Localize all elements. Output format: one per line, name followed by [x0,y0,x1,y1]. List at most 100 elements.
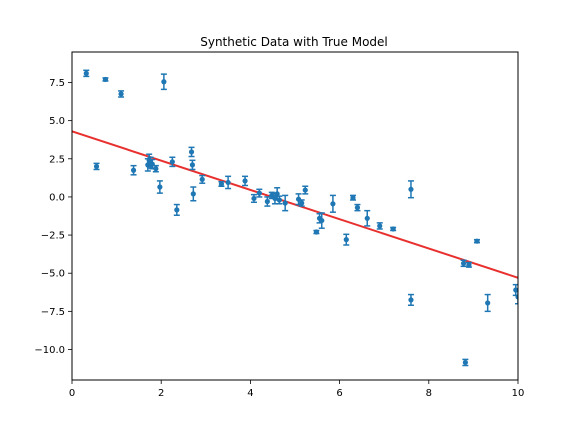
y-tick-label: −2.5 [41,231,65,242]
data-marker [174,207,180,213]
data-point [152,164,159,173]
data-marker [225,179,231,186]
data-marker [256,190,262,196]
data-marker [83,70,89,76]
data-marker [169,159,175,165]
x-tick-label: 4 [247,388,253,399]
data-marker [157,184,163,190]
data-point [354,203,361,212]
data-marker [460,260,467,266]
data-point [343,233,350,246]
data-marker [330,201,336,207]
data-point [407,293,414,306]
plot-content [72,69,518,367]
data-marker [354,205,361,211]
data-point [376,222,383,230]
data-point [282,194,289,212]
data-point [93,162,100,171]
data-point [242,175,249,187]
axes: 0 2 4 6 8 10 −10.0 −7.5 −5.0 −2.5 0.0 2.5 5.0 7.5 [34,51,525,399]
data-point [313,229,320,235]
data-marker [313,229,320,235]
data-marker [161,79,167,85]
data-marker [319,217,325,224]
data-marker [251,195,257,202]
data-point [264,196,271,207]
data-marker [377,223,383,229]
data-marker [390,226,396,232]
y-tick-label: 7.5 [49,78,65,89]
data-point [318,212,325,229]
data-point [465,261,472,268]
data-point [218,180,225,188]
x-tick-label: 0 [69,388,75,399]
data-marker [188,149,195,155]
data-marker [515,294,518,300]
data-marker [408,186,414,192]
data-point [256,188,263,198]
x-tick-label: 2 [158,388,164,399]
data-point [169,156,176,168]
data-marker [408,297,414,303]
data-marker [462,359,468,366]
data-marker [299,200,305,206]
data-point [349,194,356,201]
data-point [364,209,371,227]
data-point [390,226,397,232]
data-point [102,76,109,83]
data-point [484,293,491,313]
y-tick-label: −5.0 [41,269,65,280]
data-point [189,159,196,171]
data-point [190,186,197,202]
data-marker [218,181,225,187]
y-tick-label: 2.5 [49,154,65,165]
data-point [302,185,309,195]
y-tick-label: −10.0 [34,345,65,356]
x-tick-label: 6 [336,388,342,399]
data-point [329,194,336,213]
data-marker [130,167,137,173]
plot-area [72,69,518,367]
data-marker [274,191,280,197]
data-point [156,180,163,194]
data-marker [242,178,248,184]
data-point [515,289,518,305]
data-point [173,203,180,216]
data-marker [343,237,349,243]
data-point [473,238,480,244]
data-point [118,90,125,98]
data-marker [364,215,370,221]
data-point [407,180,414,199]
x-tick-label: 10 [512,388,525,399]
y-tick-label: 0.0 [49,192,65,203]
y-tick-label: 5.0 [49,116,65,127]
chart-title: Synthetic Data with True Model [200,35,388,49]
data-marker [302,187,308,193]
x-tick-label: 8 [426,388,432,399]
data-marker [93,163,100,170]
data-marker [199,176,205,182]
data-point [130,164,137,176]
data-marker [153,166,159,172]
data-point [460,259,467,268]
data-marker [189,162,196,168]
data-marker [474,238,480,244]
data-marker [466,262,472,268]
data-point [462,358,469,367]
data-point [276,195,283,205]
data-marker [282,200,288,206]
data-marker [102,76,109,83]
data-point [160,73,167,91]
plot-frame [71,51,519,381]
y-tick-label: −7.5 [41,307,65,318]
data-marker [350,195,356,201]
data-marker [264,198,270,205]
data-marker [190,191,196,197]
data-point [225,175,232,190]
data-marker [118,91,124,97]
data-point [298,199,305,207]
data-point [83,69,90,78]
data-point [274,187,281,201]
